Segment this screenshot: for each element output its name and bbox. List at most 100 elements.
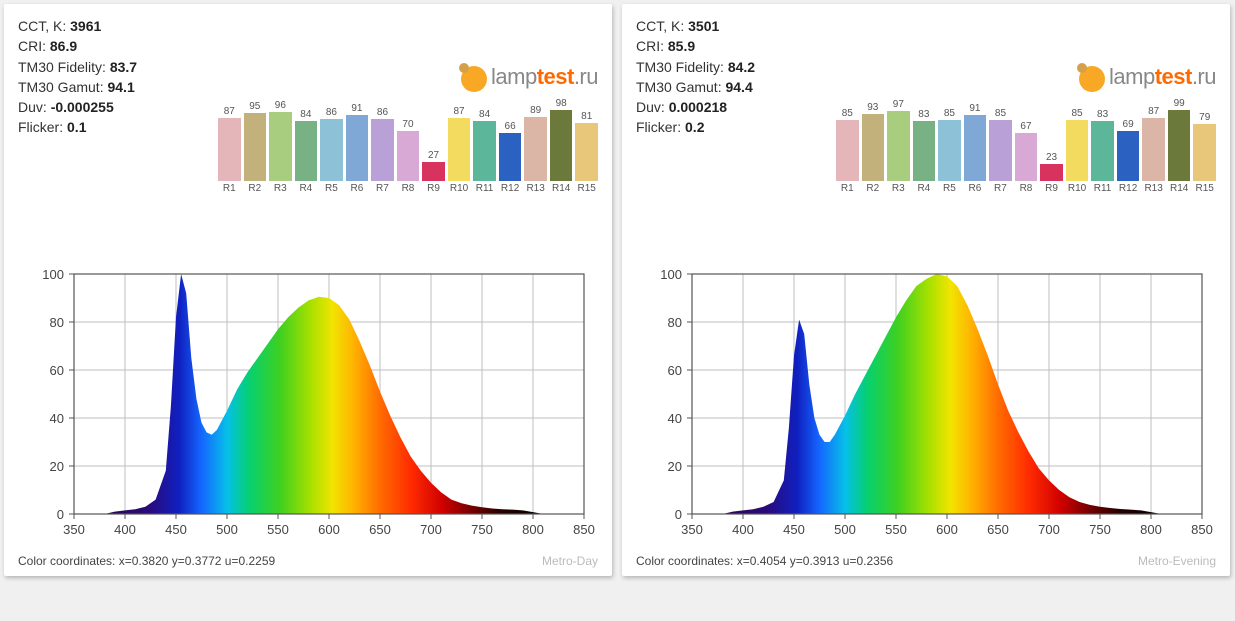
color-coords: Color coordinates: x=0.4054 y=0.3913 u=0… bbox=[636, 554, 1216, 568]
gam-value: 94.4 bbox=[725, 79, 752, 95]
panel-right: CCT, K: 3501 CRI: 85.9 TM30 Fidelity: 84… bbox=[622, 4, 1230, 576]
svg-text:650: 650 bbox=[987, 522, 1009, 537]
bulb-icon bbox=[461, 64, 487, 90]
cri-bar-R15: 79R15 bbox=[1193, 112, 1216, 194]
flk-value: 0.1 bbox=[67, 119, 86, 135]
cri-bar-R15: 81R15 bbox=[575, 111, 598, 194]
cri-bar-R14: 98R14 bbox=[550, 98, 573, 194]
svg-text:500: 500 bbox=[216, 522, 238, 537]
spectrum-chart: 3504004505005506006507007508008500204060… bbox=[18, 268, 598, 548]
cri-bar-R14: 99R14 bbox=[1168, 98, 1191, 194]
duv-label: Duv: bbox=[636, 99, 665, 115]
color-coords: Color coordinates: x=0.3820 y=0.3772 u=0… bbox=[18, 554, 598, 568]
cri-label: CRI: bbox=[18, 38, 46, 54]
cri-bar-R9: 27R9 bbox=[422, 150, 445, 194]
svg-text:750: 750 bbox=[1089, 522, 1111, 537]
svg-text:100: 100 bbox=[42, 268, 64, 282]
svg-text:750: 750 bbox=[471, 522, 493, 537]
svg-text:500: 500 bbox=[834, 522, 856, 537]
cri-bar-R2: 93R2 bbox=[862, 102, 885, 194]
cri-value: 86.9 bbox=[50, 38, 77, 54]
brand-b: test bbox=[537, 64, 574, 89]
svg-text:60: 60 bbox=[50, 363, 64, 378]
cri-bar-R3: 97R3 bbox=[887, 99, 910, 194]
svg-text:400: 400 bbox=[732, 522, 754, 537]
gam-label: TM30 Gamut: bbox=[636, 79, 722, 95]
svg-text:550: 550 bbox=[885, 522, 907, 537]
cct-label: CCT, K: bbox=[636, 18, 684, 34]
cri-bar-R5: 86R5 bbox=[320, 107, 343, 194]
cri-bar-R4: 83R4 bbox=[913, 109, 936, 194]
cri-bar-R7: 85R7 bbox=[989, 108, 1012, 194]
duv-label: Duv: bbox=[18, 99, 47, 115]
svg-text:550: 550 bbox=[267, 522, 289, 537]
svg-text:700: 700 bbox=[1038, 522, 1060, 537]
svg-text:80: 80 bbox=[50, 315, 64, 330]
svg-text:20: 20 bbox=[50, 459, 64, 474]
fid-value: 83.7 bbox=[110, 59, 137, 75]
footer-id: Metro-Day bbox=[542, 554, 598, 568]
svg-text:450: 450 bbox=[165, 522, 187, 537]
cri-bar-R10: 87R10 bbox=[448, 106, 471, 194]
brand-c: .ru bbox=[1192, 64, 1216, 89]
cri-bar-R13: 87R13 bbox=[1142, 106, 1165, 194]
svg-text:0: 0 bbox=[57, 507, 64, 522]
brand-c: .ru bbox=[574, 64, 598, 89]
cri-bar-R13: 89R13 bbox=[524, 105, 547, 194]
svg-text:700: 700 bbox=[420, 522, 442, 537]
svg-text:350: 350 bbox=[63, 522, 85, 537]
cri-bar-chart: 87R195R296R384R486R591R686R770R827R987R1… bbox=[218, 104, 598, 216]
brand-a: lamp bbox=[491, 64, 537, 89]
svg-text:40: 40 bbox=[50, 411, 64, 426]
svg-text:850: 850 bbox=[1191, 522, 1213, 537]
stats-block: CCT, K: 3961 CRI: 86.9 TM30 Fidelity: 83… bbox=[18, 16, 137, 138]
fid-label: TM30 Fidelity: bbox=[636, 59, 724, 75]
svg-text:450: 450 bbox=[783, 522, 805, 537]
cri-label: CRI: bbox=[636, 38, 664, 54]
cri-bar-R9: 23R9 bbox=[1040, 152, 1063, 194]
cri-bar-R4: 84R4 bbox=[295, 109, 318, 194]
cri-bar-R3: 96R3 bbox=[269, 100, 292, 194]
brand-a: lamp bbox=[1109, 64, 1155, 89]
stats-block: CCT, K: 3501 CRI: 85.9 TM30 Fidelity: 84… bbox=[636, 16, 755, 138]
gam-label: TM30 Gamut: bbox=[18, 79, 104, 95]
cri-bar-R10: 85R10 bbox=[1066, 108, 1089, 194]
svg-text:600: 600 bbox=[318, 522, 340, 537]
svg-text:60: 60 bbox=[668, 363, 682, 378]
cri-value: 85.9 bbox=[668, 38, 695, 54]
cct-label: CCT, K: bbox=[18, 18, 66, 34]
svg-text:400: 400 bbox=[114, 522, 136, 537]
cri-bar-R8: 67R8 bbox=[1015, 121, 1038, 194]
gam-value: 94.1 bbox=[107, 79, 134, 95]
cri-bar-R12: 69R12 bbox=[1117, 119, 1140, 194]
svg-text:0: 0 bbox=[675, 507, 682, 522]
cri-bar-chart: 85R193R297R383R485R591R685R767R823R985R1… bbox=[836, 104, 1216, 216]
footer-id: Metro-Evening bbox=[1138, 554, 1216, 568]
cri-bar-R6: 91R6 bbox=[346, 103, 369, 194]
cri-bar-R7: 86R7 bbox=[371, 107, 394, 194]
bulb-icon bbox=[1079, 64, 1105, 90]
svg-text:80: 80 bbox=[668, 315, 682, 330]
spectrum-chart: 3504004505005506006507007508008500204060… bbox=[636, 268, 1216, 548]
flk-label: Flicker: bbox=[636, 119, 681, 135]
cri-bar-R11: 83R11 bbox=[1091, 109, 1114, 194]
flk-label: Flicker: bbox=[18, 119, 63, 135]
flk-value: 0.2 bbox=[685, 119, 704, 135]
svg-text:650: 650 bbox=[369, 522, 391, 537]
duv-value: -0.000255 bbox=[51, 99, 114, 115]
cri-bar-R12: 66R12 bbox=[499, 121, 522, 194]
svg-text:600: 600 bbox=[936, 522, 958, 537]
svg-text:800: 800 bbox=[1140, 522, 1162, 537]
cct-value: 3961 bbox=[70, 18, 101, 34]
panels-container: CCT, K: 3961 CRI: 86.9 TM30 Fidelity: 83… bbox=[4, 4, 1231, 576]
cct-value: 3501 bbox=[688, 18, 719, 34]
cri-bar-R8: 70R8 bbox=[397, 119, 420, 194]
fid-label: TM30 Fidelity: bbox=[18, 59, 106, 75]
cri-bar-R5: 85R5 bbox=[938, 108, 961, 194]
svg-text:800: 800 bbox=[522, 522, 544, 537]
cri-bar-R1: 87R1 bbox=[218, 106, 241, 194]
cri-bar-R1: 85R1 bbox=[836, 108, 859, 194]
cri-bar-R2: 95R2 bbox=[244, 101, 267, 194]
fid-value: 84.2 bbox=[728, 59, 755, 75]
svg-text:100: 100 bbox=[660, 268, 682, 282]
